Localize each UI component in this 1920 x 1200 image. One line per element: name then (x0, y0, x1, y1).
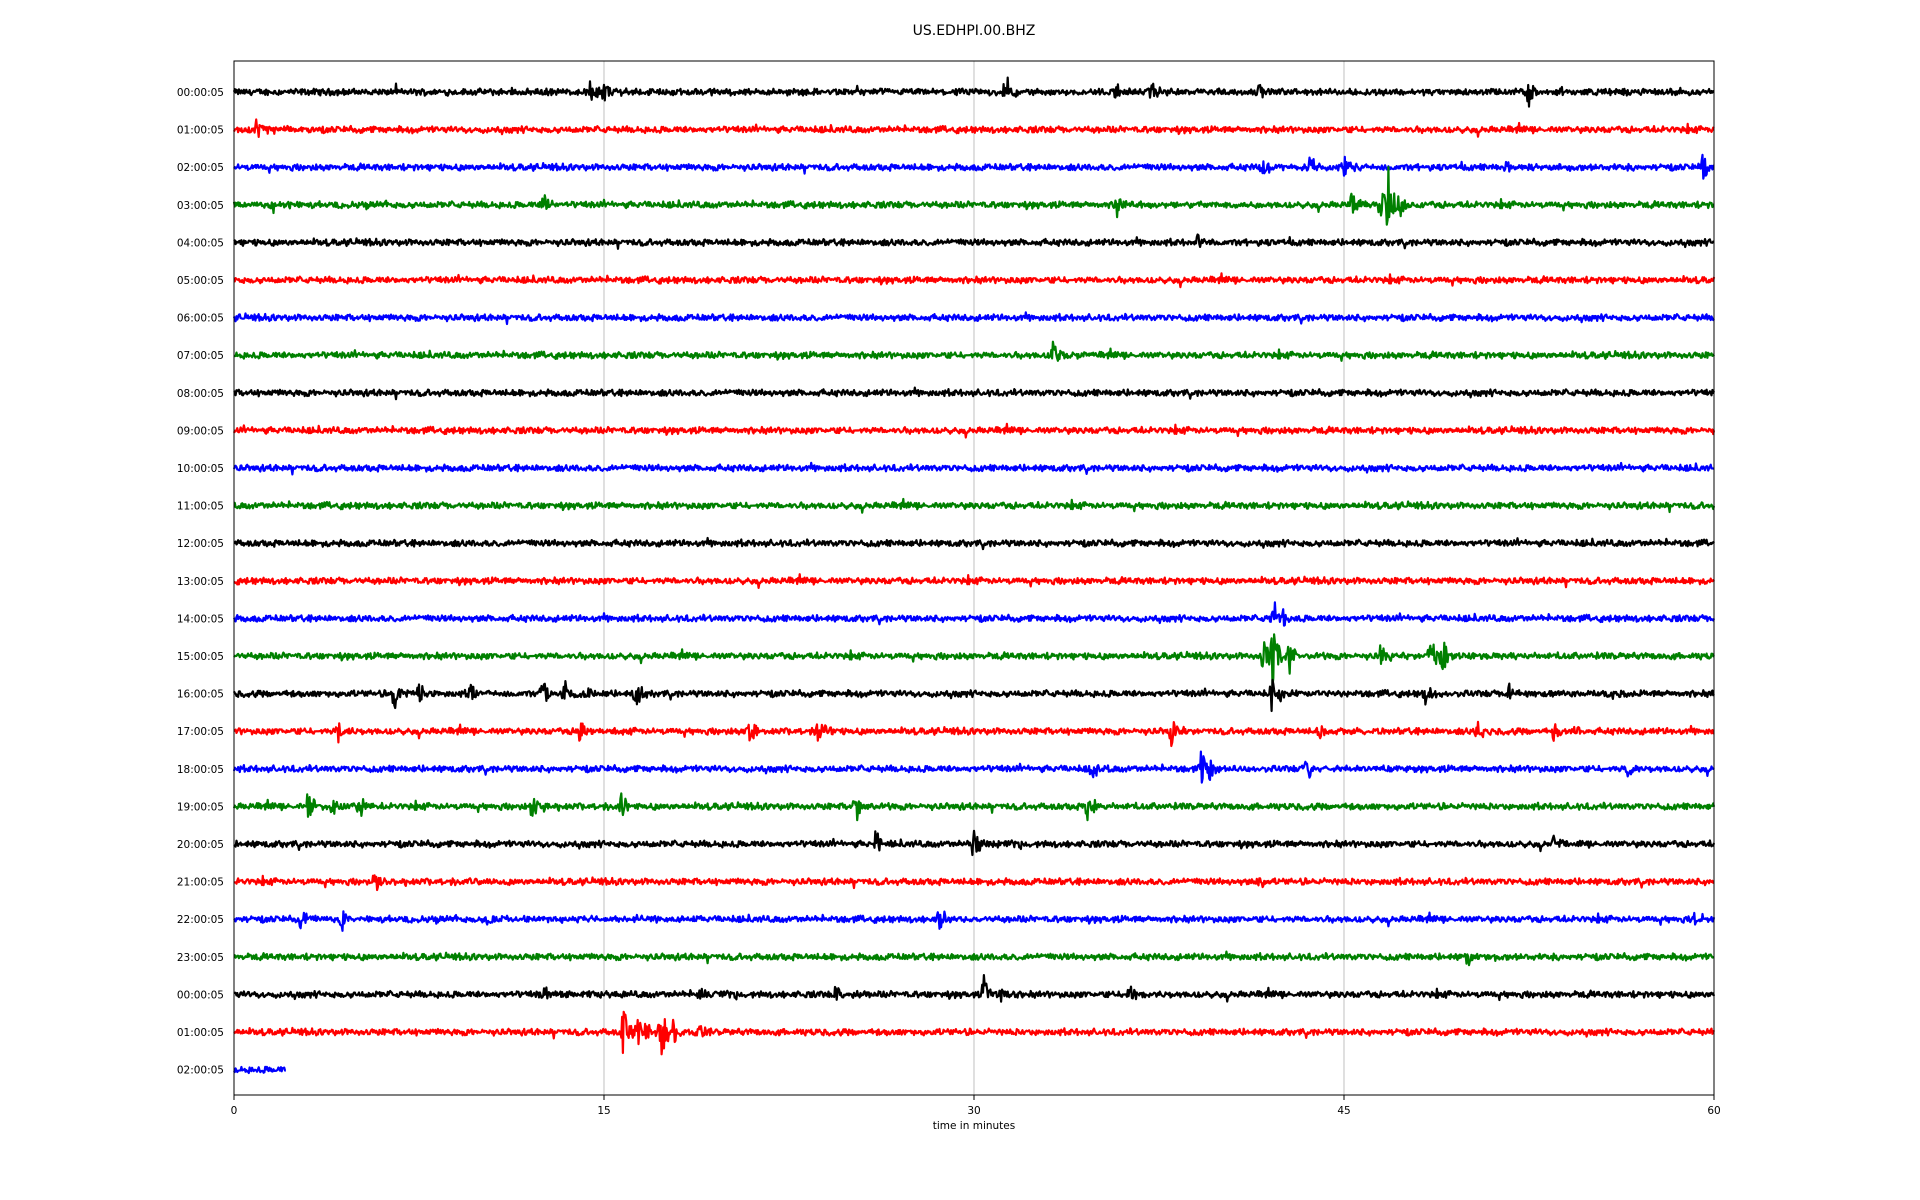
chart-title: US.EDHPI.00.BHZ (913, 23, 1036, 39)
trace-19 (232, 792, 1716, 822)
x-tick-label: 15 (597, 1105, 610, 1117)
trace-12 (233, 536, 1715, 551)
trace-start-label: 13:00:05 (177, 576, 224, 588)
trace-start-label: 00:00:05 (177, 989, 224, 1001)
trace-start-label: 12:00:05 (177, 538, 224, 550)
trace-start-label: 08:00:05 (177, 388, 224, 400)
trace-20 (233, 829, 1716, 857)
trace-start-label: 07:00:05 (177, 350, 224, 362)
x-tick-label: 45 (1337, 1105, 1350, 1117)
trace-start-label: 10:00:05 (177, 463, 224, 475)
trace-26 (233, 1065, 287, 1075)
trace-21 (233, 874, 1715, 892)
trace-start-label: 18:00:05 (177, 764, 224, 776)
trace-6 (232, 311, 1715, 326)
trace-23 (233, 950, 1715, 967)
trace-7 (233, 340, 1715, 362)
trace-9 (232, 422, 1716, 439)
trace-start-labels: 00:00:05 01:00:05 02:00:05 03:00:05 04:00:05… (177, 87, 224, 1077)
trace-start-label: 02:00:05 (177, 162, 224, 174)
trace-start-label: 09:00:05 (177, 425, 224, 437)
x-tick-label: 60 (1707, 1105, 1720, 1117)
trace-25 (233, 1010, 1716, 1056)
trace-start-label: 00:00:05 (177, 87, 224, 99)
trace-24 (233, 974, 1716, 1003)
trace-start-label: 01:00:05 (177, 125, 224, 137)
trace-start-label: 05:00:05 (177, 275, 224, 287)
trace-11 (233, 497, 1716, 514)
trace-start-label: 20:00:05 (177, 839, 224, 851)
x-tick-label: 30 (967, 1105, 980, 1117)
x-axis: 0 15 30 45 60 (231, 1095, 1721, 1117)
x-axis-label: time in minutes (933, 1120, 1015, 1132)
trace-start-label: 23:00:05 (177, 952, 224, 964)
trace-layer (232, 76, 1716, 1075)
trace-10 (232, 461, 1715, 476)
trace-start-label: 22:00:05 (177, 914, 224, 926)
trace-start-label: 11:00:05 (177, 501, 224, 513)
trace-2 (233, 153, 1715, 180)
trace-14 (232, 601, 1716, 627)
trace-start-label: 21:00:05 (177, 877, 224, 889)
trace-22 (233, 910, 1716, 932)
trace-start-label: 17:00:05 (177, 726, 224, 738)
trace-3 (232, 165, 1715, 226)
trace-17 (233, 720, 1715, 748)
trace-8 (233, 386, 1716, 401)
trace-start-label: 19:00:05 (177, 801, 224, 813)
trace-start-label: 06:00:05 (177, 313, 224, 325)
trace-start-label: 04:00:05 (177, 237, 224, 249)
trace-13 (233, 573, 1715, 589)
trace-start-label: 16:00:05 (177, 689, 224, 701)
trace-18 (232, 750, 1715, 784)
trace-start-label: 03:00:05 (177, 200, 224, 212)
trace-0 (232, 76, 1715, 108)
trace-start-label: 14:00:05 (177, 613, 224, 625)
trace-4 (233, 233, 1715, 250)
trace-start-label: 15:00:05 (177, 651, 224, 663)
x-tick-label: 0 (231, 1105, 238, 1117)
trace-1 (232, 118, 1715, 138)
trace-15 (233, 633, 1715, 688)
trace-16 (232, 678, 1715, 713)
trace-start-label: 01:00:05 (177, 1027, 224, 1039)
trace-start-label: 02:00:05 (177, 1065, 224, 1077)
trace-5 (233, 272, 1716, 289)
